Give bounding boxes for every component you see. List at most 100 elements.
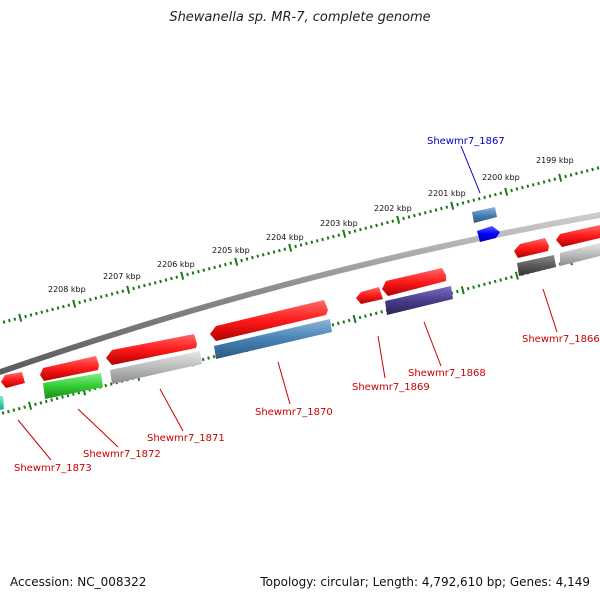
gene-bar-darkgrey[interactable]: [517, 255, 556, 276]
outer-ring-minor-tick: [494, 192, 497, 197]
outer-ring-minor-tick: [218, 264, 222, 268]
inner-ring-minor-tick: [369, 313, 373, 317]
outer-ring-minor-tick: [202, 268, 206, 272]
genome-backbone: [0, 212, 600, 375]
outer-ring-minor-tick: [499, 191, 503, 195]
outer-ring-minor-tick: [575, 171, 578, 176]
gene-arrow-red[interactable]: [1, 372, 25, 388]
outer-ring-minor-tick: [267, 251, 270, 256]
outer-ring-minor-tick: [364, 226, 368, 230]
gene-arrow-red[interactable]: [382, 268, 446, 296]
outer-ring-minor-tick: [197, 269, 200, 274]
outer-ring-minor-tick: [148, 282, 152, 286]
inner-ring-minor-tick: [342, 320, 346, 324]
outer-ring-minor-tick: [348, 230, 351, 235]
outer-ring-minor-tick: [213, 265, 216, 270]
inner-ring-minor-tick: [201, 357, 205, 362]
gene-arrow-blue[interactable]: [477, 226, 500, 242]
tick-label-2201: 2201 kbp: [428, 189, 466, 198]
outer-ring-minor-tick: [375, 223, 378, 228]
outer-ring-major-tick: [72, 299, 77, 308]
gene-bar-grey[interactable]: [560, 243, 600, 266]
leader-line-1869: [377, 335, 386, 379]
outer-ring-minor-tick: [461, 201, 465, 205]
inner-ring-minor-tick: [17, 406, 21, 411]
leader-line-1866: [542, 288, 558, 333]
leader-line-1870: [277, 361, 291, 405]
gene-label-1869[interactable]: Shewmr7_1869: [352, 382, 430, 393]
outer-ring-minor-tick: [467, 199, 470, 204]
gene-arrow-red[interactable]: [106, 334, 197, 365]
outer-ring-minor-tick: [472, 198, 476, 202]
inner-ring-major-tick: [514, 271, 519, 280]
inner-ring-minor-tick: [472, 285, 475, 289]
gene-labels: Shewmr7_1867 Shewmr7_1866 Shewmr7_1868 S…: [14, 136, 600, 474]
tick-label-2206: 2206 kbp: [157, 260, 195, 269]
tick-label-2199: 2199 kbp: [536, 156, 574, 165]
outer-tick-ring: [2, 166, 600, 324]
inner-ring-minor-tick: [34, 402, 37, 407]
inner-ring-minor-tick: [510, 275, 513, 279]
inner-ring-minor-tick: [337, 321, 340, 326]
outer-ring-minor-tick: [175, 275, 179, 279]
inner-ring-minor-tick: [212, 354, 216, 359]
gene-arrow-red[interactable]: [514, 238, 549, 258]
gene-label-1872[interactable]: Shewmr7_1872: [83, 449, 161, 460]
outer-ring-minor-tick: [337, 233, 341, 237]
outer-ring-minor-tick: [186, 272, 189, 277]
gene-bar-grey[interactable]: [110, 351, 202, 384]
outer-ring-minor-tick: [94, 296, 98, 300]
outer-ring-major-tick: [234, 257, 239, 266]
gene-label-1866[interactable]: Shewmr7_1866: [522, 334, 600, 345]
gene-arrow-red[interactable]: [356, 287, 383, 304]
gene-label-1870[interactable]: Shewmr7_1870: [255, 407, 333, 418]
inner-ring-minor-tick: [364, 314, 367, 318]
outer-ring-minor-tick: [315, 239, 319, 243]
gene-bar-green[interactable]: [43, 373, 103, 399]
outer-ring-minor-tick: [585, 169, 589, 173]
outer-ring-minor-tick: [45, 309, 49, 313]
outer-ring-minor-tick: [299, 243, 303, 247]
outer-ring-minor-tick: [596, 166, 600, 170]
inner-ring-minor-tick: [104, 383, 108, 388]
outer-ring-minor-tick: [402, 216, 405, 221]
gene-label-1868[interactable]: Shewmr7_1868: [408, 368, 486, 379]
gene-arrow-red[interactable]: [40, 356, 99, 381]
inner-ring-minor-tick: [1, 411, 5, 415]
inner-ring-minor-tick: [7, 409, 10, 414]
inner-ring-minor-tick: [39, 401, 43, 405]
leader-line-1868: [423, 321, 442, 367]
gene-bar-teal[interactable]: [0, 396, 4, 410]
inner-ring-minor-tick: [61, 395, 64, 399]
gene-label-1871[interactable]: Shewmr7_1871: [147, 433, 225, 444]
leader-line-1871: [159, 388, 184, 432]
outer-ring-minor-tick: [62, 304, 65, 309]
leader-line-1867: [460, 145, 481, 194]
gene-bar-slate[interactable]: [385, 286, 453, 315]
outer-ring-minor-tick: [515, 187, 519, 191]
outer-ring-minor-tick: [229, 261, 233, 265]
outer-ring-minor-tick: [251, 255, 254, 260]
outer-ring-minor-tick: [13, 317, 17, 321]
gene-arrow-red[interactable]: [210, 300, 328, 341]
outer-ring-minor-tick: [391, 219, 395, 223]
genome-stats-label: Topology: circular; Length: 4,792,610 bp…: [260, 575, 590, 589]
outer-ring-minor-tick: [29, 313, 33, 317]
outer-ring-major-tick: [342, 229, 347, 238]
gene-arrow-red[interactable]: [556, 225, 600, 247]
outer-ring-minor-tick: [380, 222, 384, 226]
gene-label-1873[interactable]: Shewmr7_1873: [14, 463, 92, 474]
gene-label-1867[interactable]: Shewmr7_1867: [427, 136, 505, 147]
outer-ring-minor-tick: [159, 279, 162, 284]
outer-ring-minor-tick: [353, 229, 357, 233]
outer-ring-minor-tick: [110, 292, 114, 296]
outer-ring-minor-tick: [305, 241, 308, 246]
gene-bar-steel[interactable]: [214, 319, 332, 359]
outer-ring-minor-tick: [553, 177, 557, 181]
outer-ring-minor-tick: [240, 258, 243, 263]
outer-ring-minor-tick: [537, 181, 540, 186]
gene-bar-steel[interactable]: [472, 207, 497, 223]
accession-label: Accession: NC_008322: [10, 575, 147, 589]
outer-ring-major-tick: [396, 215, 401, 224]
outer-ring-major-tick: [18, 313, 23, 322]
